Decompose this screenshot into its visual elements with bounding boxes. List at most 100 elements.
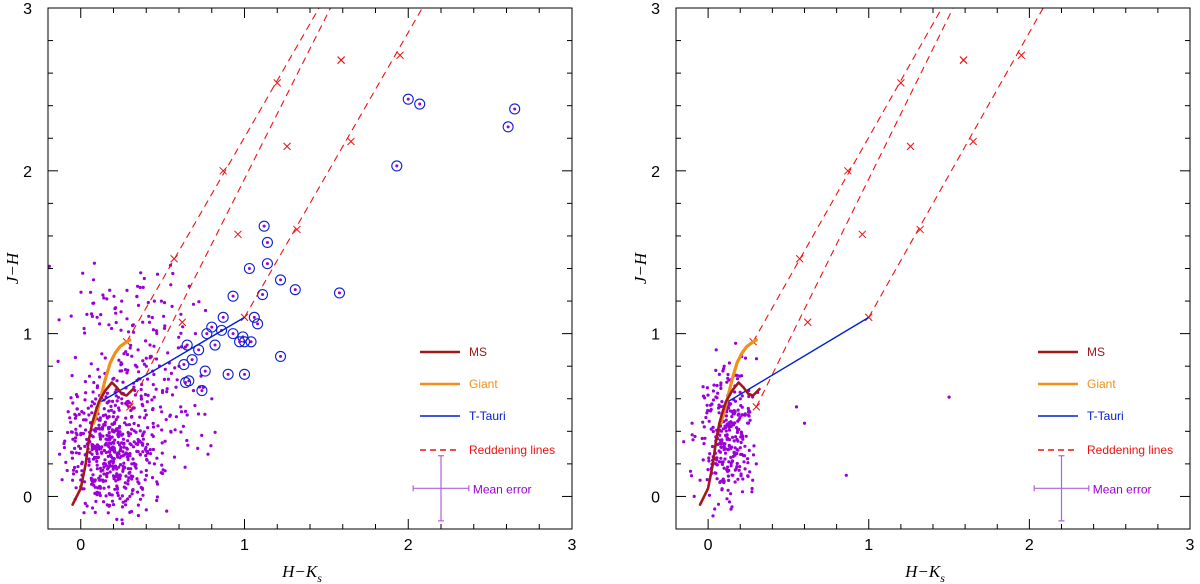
data-point	[82, 326, 86, 331]
data-point	[104, 472, 108, 476]
data-point	[129, 509, 134, 514]
data-point	[107, 434, 111, 438]
data-point	[110, 399, 115, 403]
data-point	[722, 364, 726, 368]
data-point	[747, 414, 751, 418]
circled-point-dot	[293, 288, 297, 292]
legend-label: T-Tauri	[469, 409, 506, 423]
data-point	[155, 272, 160, 276]
data-point	[733, 453, 737, 457]
data-point	[126, 431, 130, 435]
x-tick-label: 0	[76, 537, 85, 554]
data-point	[65, 468, 69, 473]
data-point	[134, 430, 138, 434]
data-point	[170, 393, 175, 397]
data-point	[691, 438, 695, 442]
data-point	[96, 486, 100, 490]
data-point	[165, 509, 169, 513]
data-point	[713, 507, 717, 511]
data-point	[113, 438, 117, 442]
data-point	[717, 403, 721, 407]
data-point	[118, 449, 122, 453]
data-point	[120, 522, 125, 526]
data-point	[163, 439, 167, 443]
data-point	[711, 514, 715, 518]
data-point	[91, 390, 95, 394]
data-point	[87, 463, 91, 467]
data-point	[119, 310, 123, 314]
data-point	[730, 435, 735, 439]
data-point	[111, 422, 115, 426]
data-point	[736, 408, 740, 412]
data-point	[727, 443, 731, 447]
data-point	[145, 400, 149, 404]
data-point	[106, 415, 110, 419]
data-point	[127, 423, 131, 427]
data-point	[139, 394, 143, 398]
data-point	[130, 492, 134, 496]
data-point	[715, 463, 719, 467]
data-point	[707, 419, 711, 423]
x-axis-label: H−Ks	[281, 562, 322, 584]
data-point	[138, 285, 142, 290]
data-point	[203, 412, 207, 416]
data-point	[735, 377, 740, 381]
data-point	[693, 434, 697, 439]
data-point	[155, 498, 159, 503]
data-point	[130, 427, 134, 431]
reddening-mark	[347, 137, 355, 146]
data-point	[120, 397, 124, 401]
data-point	[722, 444, 726, 448]
data-point	[97, 426, 101, 430]
data-point	[738, 397, 742, 401]
data-point	[118, 463, 123, 467]
data-point	[160, 428, 164, 432]
data-point	[705, 403, 709, 407]
data-point	[698, 478, 702, 482]
data-point	[150, 476, 155, 480]
circled-point-dot	[231, 294, 235, 298]
data-point	[115, 491, 120, 495]
data-point	[103, 420, 107, 424]
data-point	[146, 426, 150, 430]
data-point	[174, 385, 178, 389]
data-point	[83, 398, 87, 402]
data-point	[100, 352, 104, 356]
data-point	[119, 363, 123, 367]
data-point	[101, 434, 105, 438]
data-point	[725, 437, 729, 441]
reddening-mark	[293, 225, 301, 234]
data-point	[738, 446, 742, 450]
data-point	[85, 504, 89, 508]
data-point	[87, 374, 92, 378]
data-point	[92, 261, 96, 265]
data-point	[743, 412, 747, 416]
x-tick-label: 3	[568, 537, 577, 554]
legend-label: Giant	[1087, 377, 1116, 391]
data-point	[138, 429, 142, 433]
circled-point-dot	[203, 369, 207, 373]
data-point	[140, 487, 145, 491]
data-point	[682, 440, 686, 444]
data-point	[124, 423, 129, 427]
data-point	[120, 441, 124, 445]
data-point	[141, 432, 145, 436]
data-point	[735, 430, 740, 434]
data-point	[123, 421, 127, 425]
circled-point	[274, 274, 287, 286]
data-point	[111, 467, 115, 471]
data-point	[138, 453, 142, 457]
data-point	[114, 428, 118, 432]
data-point	[179, 405, 183, 409]
y-tick-label: 1	[651, 327, 660, 344]
data-point	[146, 393, 150, 397]
data-point	[63, 439, 67, 443]
data-point	[90, 506, 95, 510]
reddening-mark	[803, 318, 812, 327]
data-point	[85, 312, 89, 316]
data-point	[117, 426, 121, 430]
data-point	[715, 458, 719, 462]
data-point	[70, 451, 75, 455]
error-bar-label: Mean error	[1093, 482, 1152, 496]
data-point	[162, 326, 167, 330]
